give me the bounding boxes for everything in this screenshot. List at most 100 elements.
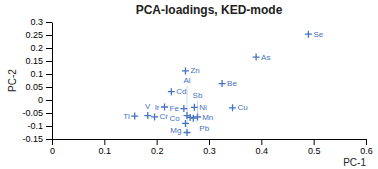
- point-label: Se: [313, 30, 323, 39]
- point: [305, 31, 312, 38]
- y-axis-tick-label: 0.15: [25, 56, 43, 66]
- x-axis-tick-label: 0.3: [203, 146, 216, 156]
- y-axis-tick-label: -0.05: [22, 108, 43, 118]
- y-axis-tick-mark: [46, 22, 52, 23]
- x-axis-tick-mark: [104, 139, 105, 145]
- y-axis-tick-mark: [46, 74, 52, 75]
- x-axis-tick-label: 0: [50, 146, 55, 156]
- y-axis-tick-label: 0.2: [30, 43, 43, 53]
- y-axis-tick-label: 0.25: [25, 30, 43, 40]
- point: [180, 105, 187, 112]
- y-axis-tick-label: 0: [38, 95, 43, 105]
- y-axis: -0.15 -0.1 -0.05 0 0.05 0.1 0.15 0.2 0.25 0.3: [22, 17, 52, 144]
- y-axis-tick-mark: [46, 126, 52, 127]
- y-axis-tick-mark: [46, 87, 52, 88]
- y-axis-tick: 0.15: [25, 56, 52, 66]
- x-axis-tick: 0: [50, 139, 55, 156]
- point-label: Ir: [155, 103, 160, 112]
- point-label: Mg: [170, 126, 181, 135]
- chart-title: PCA-loadings, KED-mode: [136, 3, 283, 17]
- x-axis-title: PC-1: [343, 157, 366, 168]
- point: [219, 80, 226, 87]
- point: [253, 54, 260, 61]
- point-label: Cu: [238, 103, 248, 112]
- x-axis-tick-label: 0.1: [99, 146, 112, 156]
- x-axis-tick-label: 0.4: [256, 146, 269, 156]
- x-axis-tick-mark: [261, 139, 262, 145]
- y-axis-tick-label: 0.1: [30, 69, 43, 79]
- chart-container: PCA-loadings, KED-mode 0 0.1 0.2 0.3 0.4 0.5 0.…: [0, 0, 378, 169]
- point-label: Mn: [202, 113, 213, 122]
- y-axis-line: [52, 23, 53, 140]
- y-axis-tick: 0.05: [25, 82, 52, 92]
- point: [182, 120, 189, 127]
- leader-line: [197, 101, 198, 114]
- point: [191, 104, 198, 111]
- point: [168, 88, 175, 95]
- leader-line: [195, 120, 198, 123]
- y-axis-tick: 0.1: [30, 69, 52, 79]
- y-axis-tick-label: -0.1: [27, 121, 43, 131]
- x-axis-tick: 0.4: [256, 139, 269, 156]
- point: [187, 114, 194, 121]
- y-axis-title: PC-2: [7, 69, 18, 92]
- y-axis-tick: 0: [38, 95, 52, 105]
- point: [151, 113, 158, 120]
- x-axis-tick-mark: [209, 139, 210, 145]
- point-label: Be: [227, 79, 237, 88]
- y-axis-tick-mark: [46, 113, 52, 114]
- point: [194, 113, 201, 120]
- point: [161, 104, 168, 111]
- y-axis-tick-mark: [46, 139, 52, 140]
- plot-area: 0 0.1 0.2 0.3 0.4 0.5 0.6 -0.15 -0.1 -0.05 0 0.05 0.…: [22, 17, 372, 168]
- x-axis-tick: 0.2: [151, 139, 164, 156]
- x-axis-tick-mark: [157, 139, 158, 145]
- point: [229, 104, 236, 111]
- point-label: Ti: [123, 112, 130, 121]
- y-axis-tick-mark: [46, 35, 52, 36]
- point-label: Fe: [170, 104, 180, 113]
- point-labels: Se As Zn Be Cd Cu Ni FeCo Mn Pb Sb Mg Al Ir V Cr Ti: [123, 30, 323, 135]
- point-label: Cd: [176, 87, 186, 96]
- x-axis-tick: 0.6: [360, 139, 373, 156]
- y-axis-tick: 0.25: [25, 30, 52, 40]
- y-axis-tick-label: 0.3: [30, 17, 43, 27]
- y-axis-tick-mark: [46, 100, 52, 101]
- point-label: As: [261, 53, 270, 62]
- x-axis-tick-mark: [314, 139, 315, 145]
- y-axis-tick-label: 0.05: [25, 82, 43, 92]
- y-axis-tick: -0.1: [27, 121, 52, 131]
- x-axis-tick: 0.5: [308, 139, 321, 156]
- x-axis-tick-label: 0.2: [151, 146, 164, 156]
- y-axis-tick-label: -0.15: [22, 134, 43, 144]
- point-label: Cr: [160, 112, 169, 121]
- point-label: Ni: [199, 103, 207, 112]
- y-axis-tick: -0.05: [22, 108, 52, 118]
- x-axis-tick-label: 0.6: [360, 146, 373, 156]
- point-label: Co: [170, 114, 181, 123]
- y-axis-tick-mark: [46, 61, 52, 62]
- x-axis-tick: 0.3: [203, 139, 216, 156]
- x-axis: 0 0.1 0.2 0.3 0.4 0.5 0.6: [50, 139, 373, 156]
- point-label: V: [145, 102, 151, 111]
- y-axis-tick: -0.15: [22, 134, 52, 144]
- point: [182, 67, 189, 74]
- point-label: Pb: [199, 124, 209, 133]
- y-axis-tick: 0.3: [30, 17, 52, 27]
- point-label: Sb: [193, 91, 203, 100]
- x-axis-tick-mark: [52, 139, 53, 145]
- point-label: Al: [183, 76, 190, 85]
- point: [184, 129, 191, 136]
- y-axis-tick-mark: [46, 48, 52, 49]
- chart-svg: PCA-loadings, KED-mode 0 0.1 0.2 0.3 0.4 0.5 0.…: [0, 0, 378, 169]
- y-axis-tick: 0.2: [30, 43, 52, 53]
- x-axis-tick-label: 0.5: [308, 146, 321, 156]
- x-axis-tick-mark: [366, 139, 367, 145]
- point: [144, 112, 151, 119]
- leader-line: [187, 86, 188, 130]
- point-label: Zn: [190, 66, 199, 75]
- leader-line: [193, 117, 201, 118]
- x-axis-tick: 0.1: [99, 139, 112, 156]
- points: [131, 31, 312, 136]
- point: [131, 113, 138, 120]
